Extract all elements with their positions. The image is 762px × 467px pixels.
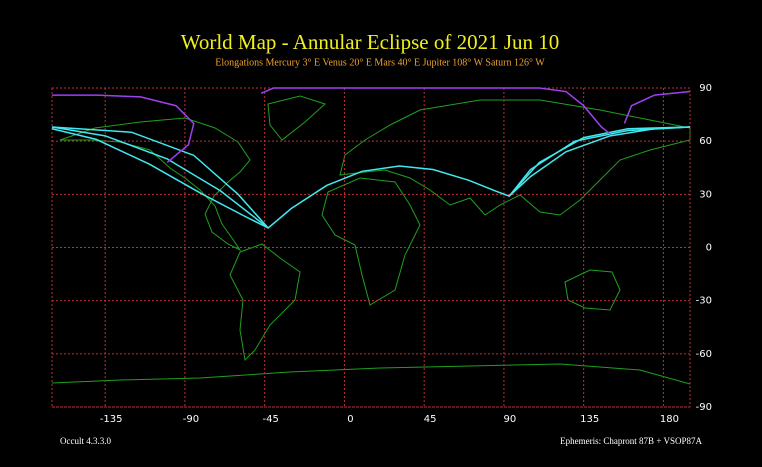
y-tick-label: 60 (699, 136, 712, 147)
greenland (267, 95, 326, 141)
footer-right: Ephemeris: Chapront 87B + VSOP87A (560, 436, 702, 446)
subtitle: Elongations Mercury 3° E Venus 20° E Mar… (215, 57, 545, 68)
antarctica (51, 363, 691, 385)
x-tick-label: -90 (183, 414, 199, 425)
curve (260, 87, 611, 135)
eurasia (339, 99, 691, 216)
australia (564, 269, 621, 311)
y-tick-label: 30 (699, 189, 712, 200)
curve (508, 126, 691, 197)
north-america (59, 117, 251, 252)
footer-left: Occult 4.3.3.0 (60, 436, 111, 446)
curve (51, 126, 269, 229)
africa (321, 177, 421, 306)
x-tick-label: -135 (100, 414, 123, 425)
x-tick-label: 90 (504, 414, 517, 425)
curve (52, 94, 195, 164)
curve (51, 126, 269, 229)
x-tick-label: 45 (424, 414, 437, 425)
x-tick-label: -45 (262, 414, 278, 425)
curve (508, 126, 691, 197)
curve (51, 126, 691, 229)
y-tick-label: 0 (706, 243, 712, 254)
y-tick-label: -60 (696, 349, 712, 360)
y-tick-label: 90 (699, 83, 712, 94)
x-tick-label: 0 (347, 414, 353, 425)
y-tick-label: -30 (696, 296, 712, 307)
curve (623, 90, 691, 124)
y-tick-label: -90 (696, 402, 712, 413)
chart-title: World Map - Annular Eclipse of 2021 Jun … (181, 30, 560, 54)
south-america (229, 243, 301, 362)
coastlines (51, 95, 691, 385)
x-tick-label: 180 (660, 414, 679, 425)
x-tick-label: 135 (580, 414, 599, 425)
